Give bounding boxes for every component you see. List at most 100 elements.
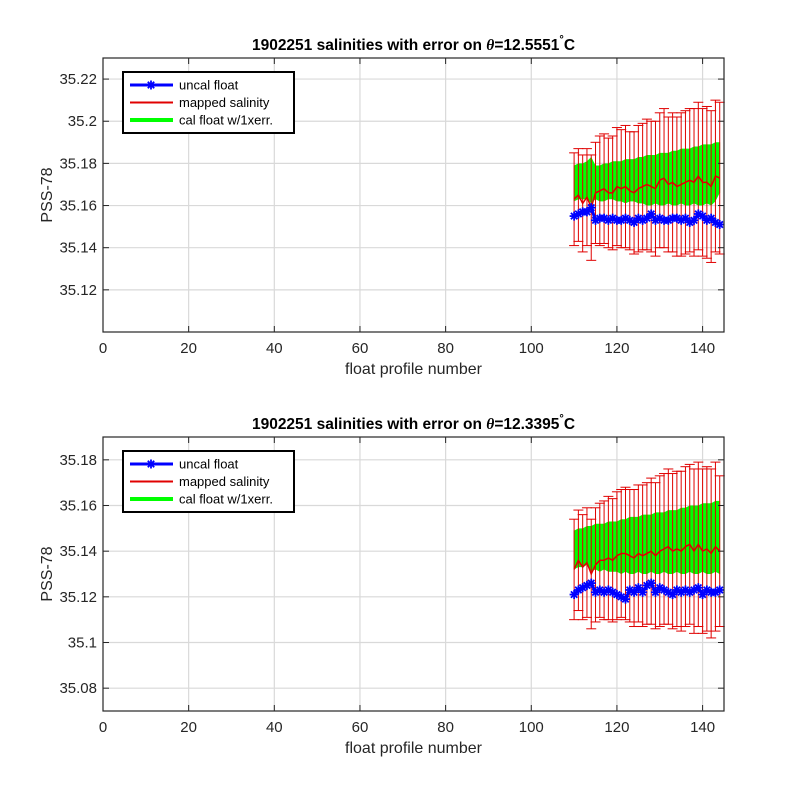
marker-d2 <box>147 81 155 89</box>
marker-d2 <box>660 586 668 594</box>
y-tick-label: 35.18 <box>59 452 97 469</box>
marker-d2 <box>703 586 711 594</box>
legend-label: mapped salinity <box>179 95 270 110</box>
x-tick-label: 20 <box>180 340 197 357</box>
title-value: =12.5551 <box>494 37 559 54</box>
title-unit: C <box>564 416 575 433</box>
x-tick-label: 40 <box>266 340 283 357</box>
marker-d2 <box>604 586 613 594</box>
y-tick-label: 35.12 <box>59 282 97 299</box>
title-value: =12.3395 <box>494 416 559 433</box>
marker-d2 <box>608 214 617 223</box>
legend-marker <box>146 459 156 469</box>
chart-panel-2: 0 20 40 60 80 100 120 140 35.08 35.1 35.12 35.14 35.… <box>39 413 725 757</box>
marker-d2 <box>694 210 703 218</box>
y-tick-label: 35.14 <box>59 240 97 257</box>
marker-d2 <box>613 590 621 599</box>
x-tick-label: 0 <box>99 719 107 736</box>
marker-d2 <box>638 588 647 597</box>
series-mapped-salinity-line <box>573 174 721 210</box>
uncal-float-point <box>646 209 656 219</box>
marker-d2 <box>621 214 630 223</box>
chart-title: 1902251 salinities with error on θ=12.33… <box>252 413 575 433</box>
marker-d2 <box>587 579 596 587</box>
marker-d2 <box>655 214 664 223</box>
uncal-float-point <box>698 590 708 600</box>
legend: uncal float mapped salinity cal float w/1x… <box>122 71 295 134</box>
uncal-float-point <box>715 585 725 595</box>
legend-label: uncal float <box>179 457 239 472</box>
marker-d2 <box>621 595 630 603</box>
marker-d2 <box>673 586 681 594</box>
title-prefix: 1902251 salinities with error on <box>252 416 486 433</box>
marker-d2 <box>608 588 617 597</box>
uncal-float-point <box>586 578 596 588</box>
title-theta: θ <box>486 416 494 433</box>
x-axis-label: float profile number <box>345 361 483 378</box>
chart-title: 1902251 salinities with error on θ=12.55… <box>252 34 575 54</box>
x-tick-label: 100 <box>519 719 544 736</box>
marker-d2 <box>147 460 155 468</box>
x-tick-label: 80 <box>437 340 454 357</box>
y-tick-label: 35.14 <box>59 543 97 560</box>
title-theta: θ <box>486 37 494 54</box>
degree-symbol: ° <box>559 413 563 425</box>
legend-label: mapped salinity <box>179 474 270 489</box>
marker-d2 <box>655 583 664 592</box>
marker-d2 <box>681 586 690 594</box>
marker-d2 <box>595 586 604 594</box>
legend-label: uncal float <box>179 78 239 93</box>
marker-d2 <box>673 214 681 223</box>
marker-d2 <box>634 583 643 592</box>
ticks <box>102 437 724 711</box>
x-tick-label: 80 <box>437 719 454 736</box>
legend-label: cal float w/1xerr. <box>179 492 273 507</box>
marker-d2 <box>587 203 596 212</box>
x-tick-label: 0 <box>99 340 107 357</box>
marker-d2 <box>625 586 634 594</box>
x-tick-label: 140 <box>690 719 715 736</box>
uncal-float-point <box>638 587 648 597</box>
uncal-float-point <box>586 203 596 213</box>
legend: uncal float mapped salinity cal float w/1x… <box>122 450 295 513</box>
uncal-float-point <box>693 583 703 593</box>
series-mapped-salinity-line <box>573 542 721 576</box>
marker-d2 <box>647 210 656 218</box>
x-axis-label: float profile number <box>345 740 483 757</box>
uncal-float-point <box>620 594 630 604</box>
y-axis-label: PSS-78 <box>39 167 56 222</box>
y-tick-label: 35.1 <box>68 635 97 652</box>
marker-d2 <box>664 588 673 597</box>
x-tick-label: 40 <box>266 719 283 736</box>
x-tick-label: 140 <box>690 340 715 357</box>
uncal-float-point <box>715 220 725 230</box>
marker-d2 <box>634 214 643 223</box>
y-tick-label: 35.18 <box>59 155 97 172</box>
y-tick-label: 35.12 <box>59 589 97 606</box>
x-tick-label: 100 <box>519 340 544 357</box>
uncal-float-point <box>646 578 656 588</box>
x-tick-label: 60 <box>352 340 369 357</box>
legend-marker <box>146 80 156 90</box>
marker-d2 <box>698 212 707 220</box>
marker-d2 <box>715 586 724 594</box>
uncal-markers <box>569 578 725 604</box>
y-axis-label: PSS-78 <box>39 546 56 601</box>
legend-label: cal float w/1xerr. <box>179 113 273 128</box>
marker-d2 <box>600 214 608 223</box>
marker-d2 <box>681 214 690 223</box>
y-tick-label: 35.16 <box>59 198 97 215</box>
uncal-float-point <box>689 215 699 225</box>
marker-d2 <box>715 220 724 229</box>
y-tick-label: 35.08 <box>59 680 97 697</box>
axes-box <box>102 436 725 712</box>
marker-d2 <box>690 216 698 225</box>
title-prefix: 1902251 salinities with error on <box>252 37 486 54</box>
marker-d2 <box>711 218 720 227</box>
degree-symbol: ° <box>559 34 563 46</box>
ticks <box>102 58 724 332</box>
y-tick-label: 35.2 <box>68 113 97 130</box>
marker-d2 <box>625 216 634 225</box>
